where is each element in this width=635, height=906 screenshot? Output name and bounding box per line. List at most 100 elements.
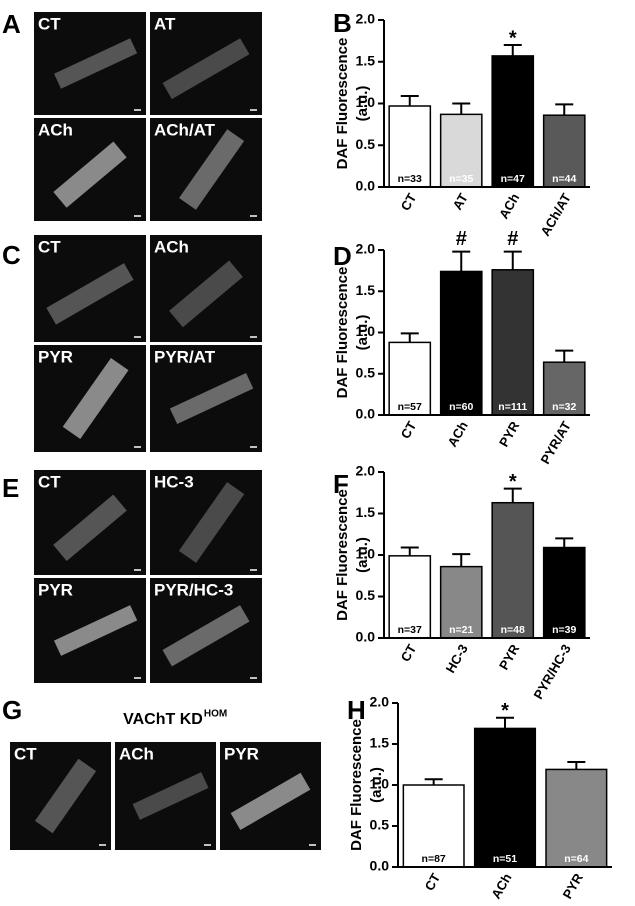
y-axis-label: DAF Fluorescence (348, 719, 365, 851)
image-label: CT (38, 237, 61, 256)
cell (162, 605, 250, 667)
n-label: n=35 (449, 173, 473, 185)
y-tick-label: 0.0 (370, 858, 390, 874)
y-tick-label: 0.0 (356, 178, 376, 194)
y-tick-label: 1.0 (356, 323, 376, 339)
bar (491, 55, 535, 188)
x-tick-label: ACh (488, 871, 514, 902)
bar (402, 784, 465, 868)
bar (388, 555, 432, 639)
cell (46, 263, 134, 325)
panel-title: VAChT KD (123, 711, 203, 728)
x-tick-label: HC-3 (443, 642, 471, 676)
y-axis-unit: (a.u.) (354, 537, 371, 573)
bar (388, 341, 432, 416)
bar (473, 727, 537, 868)
x-tick-label: PYR (496, 641, 523, 672)
image-label: PYR (38, 580, 73, 599)
cell (169, 260, 243, 328)
image-label: ACh (154, 237, 189, 256)
image-label: PYR (38, 347, 73, 366)
x-tick-label: CT (398, 191, 420, 214)
image-label: PYR/AT (154, 347, 216, 366)
significance-marker: # (507, 228, 518, 250)
x-tick-label: CT (398, 419, 420, 442)
x-tick-label: PYR (560, 870, 587, 901)
image-label: CT (38, 472, 61, 491)
panel-letter: D (333, 241, 352, 271)
cell (53, 494, 127, 561)
significance-marker: * (501, 700, 509, 722)
n-label: n=87 (422, 853, 446, 865)
x-tick-label: ACh/AT (537, 191, 573, 239)
significance-marker: * (509, 27, 517, 49)
x-tick-label: CT (422, 871, 444, 894)
cell (230, 772, 311, 831)
n-label: n=51 (493, 853, 517, 865)
cell (62, 357, 129, 440)
y-tick-label: 2.0 (356, 11, 376, 27)
y-tick-label: 1.5 (356, 52, 376, 68)
n-label: n=64 (564, 853, 588, 865)
y-tick-label: 0.5 (356, 364, 376, 380)
y-tick-label: 1.5 (356, 504, 376, 520)
x-tick-label: PYR/AT (537, 419, 573, 467)
image-label: ACh/AT (154, 120, 216, 139)
panel-letter: E (2, 473, 19, 503)
n-label: n=111 (498, 401, 527, 413)
y-tick-label: 0.0 (356, 406, 376, 422)
y-tick-label: 2.0 (356, 463, 376, 479)
image-label: CT (38, 14, 61, 33)
y-axis-label: DAF Fluorescence (334, 38, 351, 170)
y-tick-label: 2.0 (370, 694, 390, 710)
image-label: ACh (119, 744, 154, 763)
image-label: ACh (38, 120, 73, 139)
x-tick-label: AT (450, 191, 471, 213)
y-axis-unit: (a.u.) (354, 86, 371, 122)
y-tick-label: 1.0 (356, 94, 376, 110)
x-tick-label: ACh (444, 419, 470, 450)
y-axis-unit: (a.u.) (368, 767, 385, 803)
bar (439, 270, 483, 416)
image-label: CT (14, 744, 37, 763)
bar (542, 114, 586, 188)
x-tick-label: CT (398, 642, 420, 665)
cell (53, 141, 127, 208)
panel-letter: C (2, 240, 21, 270)
bar (388, 105, 432, 188)
n-label: n=39 (552, 624, 576, 636)
x-tick-label: ACh (496, 191, 522, 222)
bar (542, 546, 586, 639)
panel-letter: B (333, 8, 352, 38)
y-tick-label: 1.5 (370, 735, 390, 751)
x-tick-label: PYR (496, 418, 523, 449)
cell (34, 758, 97, 834)
panel-letter: H (347, 695, 366, 725)
cell (169, 372, 254, 425)
y-tick-label: 1.0 (356, 546, 376, 562)
significance-marker: # (456, 228, 467, 250)
n-label: n=57 (398, 401, 422, 413)
n-label: n=21 (449, 624, 473, 636)
x-tick-label: PYR/HC-3 (530, 642, 573, 702)
bar (491, 269, 535, 416)
y-tick-label: 0.5 (370, 817, 390, 833)
bar (542, 361, 586, 416)
y-tick-label: 0.5 (356, 136, 376, 152)
cell (162, 38, 250, 100)
y-tick-label: 1.5 (356, 282, 376, 298)
panel-title-superscript: HOM (204, 709, 227, 720)
cell (179, 129, 245, 210)
y-axis-unit: (a.u.) (354, 315, 371, 351)
cell (53, 605, 138, 656)
panel-letter: A (2, 9, 21, 39)
cell (132, 772, 209, 820)
n-label: n=32 (552, 401, 576, 413)
panel-letter: G (2, 695, 22, 725)
y-axis-label: DAF Fluorescence (334, 267, 351, 399)
n-label: n=33 (398, 173, 422, 185)
y-tick-label: 2.0 (356, 241, 376, 257)
n-label: n=48 (501, 624, 525, 636)
n-label: n=37 (398, 624, 422, 636)
